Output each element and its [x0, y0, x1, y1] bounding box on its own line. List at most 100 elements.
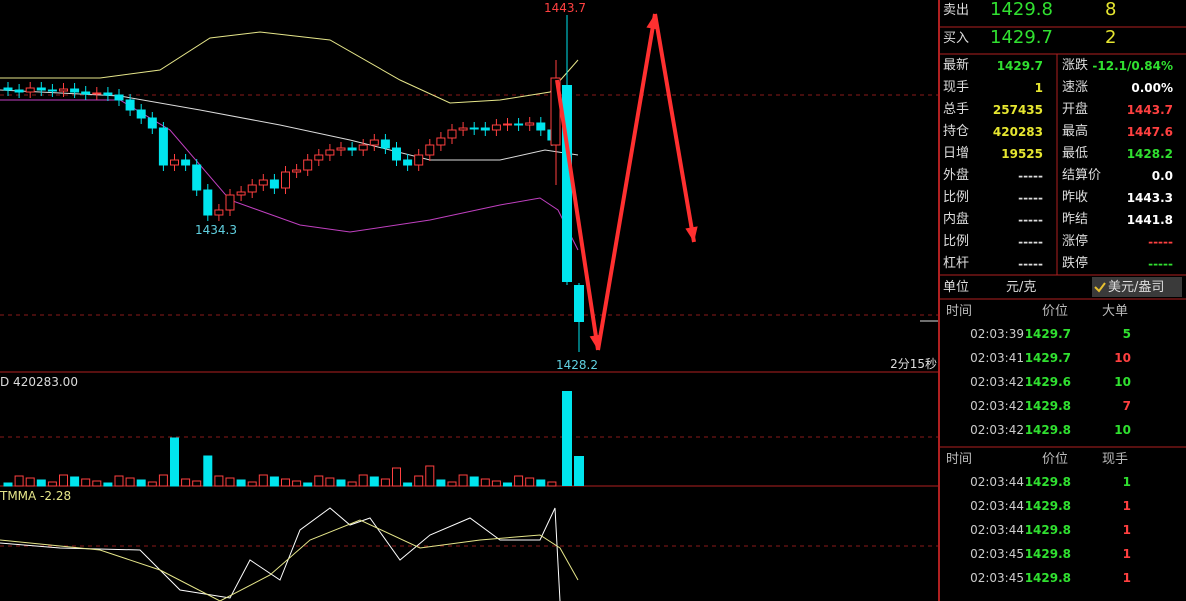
volume-bar [392, 467, 401, 487]
quote-label: 结算价 [1062, 168, 1102, 183]
candle-body [25, 87, 35, 93]
volume-bar [47, 481, 57, 487]
quote-value: 257435 [992, 103, 1043, 117]
volume-bar [536, 479, 546, 487]
unit-option: 元/克 [1006, 280, 1037, 295]
candle-body [514, 123, 524, 126]
candle-body [3, 87, 13, 91]
volume-bar [403, 482, 413, 487]
table-cell: 1429.8 [1024, 571, 1071, 585]
table-cell: 02:03:45 [970, 547, 1024, 561]
table-cell: 02:03:44 [970, 475, 1024, 489]
quote-label: 昨结 [1062, 212, 1089, 227]
candle-body [392, 147, 401, 161]
volume-bar [414, 475, 424, 487]
quote-value: ----- [1148, 257, 1173, 271]
volume-bar [25, 477, 35, 487]
candle-body [14, 89, 24, 93]
candle-body [181, 159, 191, 166]
quote-label: 跌停 [1062, 256, 1089, 271]
table-header: 价位 [1042, 452, 1069, 467]
candle-body [336, 147, 346, 151]
quote-label: 最高 [1062, 124, 1089, 139]
candle-body [203, 189, 213, 216]
table-cell: 02:03:41 [970, 351, 1024, 365]
quote-label: 最新 [943, 58, 970, 73]
quote-label: 总手 [943, 102, 970, 117]
candle-body [236, 191, 246, 196]
candle-body [292, 169, 302, 173]
candle-body [480, 127, 490, 131]
volume-bar [425, 465, 435, 487]
candle-body [447, 129, 457, 139]
table-header: 时间 [946, 452, 973, 467]
volume-bar [70, 476, 80, 487]
volume-bar [480, 478, 490, 487]
boll-upper [0, 31, 579, 104]
quote-label: 涨跌 [1062, 58, 1089, 73]
table-cell: 1429.8 [1024, 399, 1071, 413]
candle-body [81, 91, 91, 95]
candle-body [314, 154, 324, 161]
table-cell: 1 [1122, 523, 1131, 537]
arrow-head [685, 226, 698, 242]
candle-body [325, 149, 335, 156]
quote-label: 最低 [1062, 146, 1089, 161]
quote-label: 涨停 [1062, 234, 1089, 249]
candle-body [436, 137, 446, 146]
annotation-arrow [596, 13, 657, 351]
candle-body [525, 122, 535, 126]
candle-body [414, 154, 424, 166]
volume-bar [347, 481, 357, 487]
volume-bar [203, 455, 213, 487]
candle-body [425, 144, 435, 156]
volume-bar [369, 476, 379, 487]
volume-bar [491, 480, 501, 487]
unit-option-selected[interactable]: 美元/盎司 [1108, 280, 1165, 295]
quote-value: ----- [1018, 257, 1043, 271]
candle-body [303, 159, 313, 171]
volume-bar [236, 479, 246, 487]
quote-value: ----- [1018, 191, 1043, 205]
volume-bar [225, 477, 235, 487]
volume-bar [103, 482, 113, 487]
candle-body [36, 87, 46, 91]
table-cell: 1 [1122, 475, 1131, 489]
candle-body [192, 164, 202, 191]
volume-bar [436, 479, 446, 487]
quote-value: 1443.3 [1126, 191, 1173, 205]
candle-body [103, 92, 113, 96]
candle-body [458, 127, 468, 131]
volume-bar [574, 456, 584, 486]
quote-label: 杠杆 [943, 256, 970, 271]
quote-value: 1 [1034, 81, 1043, 95]
candle-body [158, 127, 168, 166]
table-cell: 1429.7 [1024, 351, 1071, 365]
order-side: 买入 [943, 31, 970, 46]
quote-value: ----- [1018, 213, 1043, 227]
volume-bar [125, 477, 135, 487]
quote-label: 开盘 [1062, 102, 1089, 117]
volume-bar [314, 475, 324, 487]
unit-label: 单位 [943, 280, 970, 295]
candle-body [114, 94, 124, 101]
volume-label: D 420283.00 [0, 375, 78, 389]
table-header: 时间 [946, 304, 973, 319]
order-qty: 2 [1105, 27, 1117, 48]
indicator-label: TMMA -2.28 [0, 489, 71, 503]
candle-body [574, 285, 584, 322]
table-cell: 10 [1114, 375, 1131, 389]
table-cell: 1429.8 [1024, 523, 1071, 537]
volume-bar [458, 474, 468, 487]
candle-body [281, 171, 290, 189]
volume-bar [358, 474, 368, 487]
quote-value: 420283 [992, 125, 1043, 139]
table-cell: 5 [1122, 327, 1131, 341]
volume-bar [303, 482, 313, 487]
candle-body [536, 122, 546, 131]
table-cell: 1429.8 [1024, 423, 1071, 437]
table-cell: 02:03:42 [970, 399, 1024, 413]
candle-body [225, 194, 235, 211]
volume-bar [92, 480, 102, 487]
table-cell: 02:03:39 [970, 327, 1024, 341]
